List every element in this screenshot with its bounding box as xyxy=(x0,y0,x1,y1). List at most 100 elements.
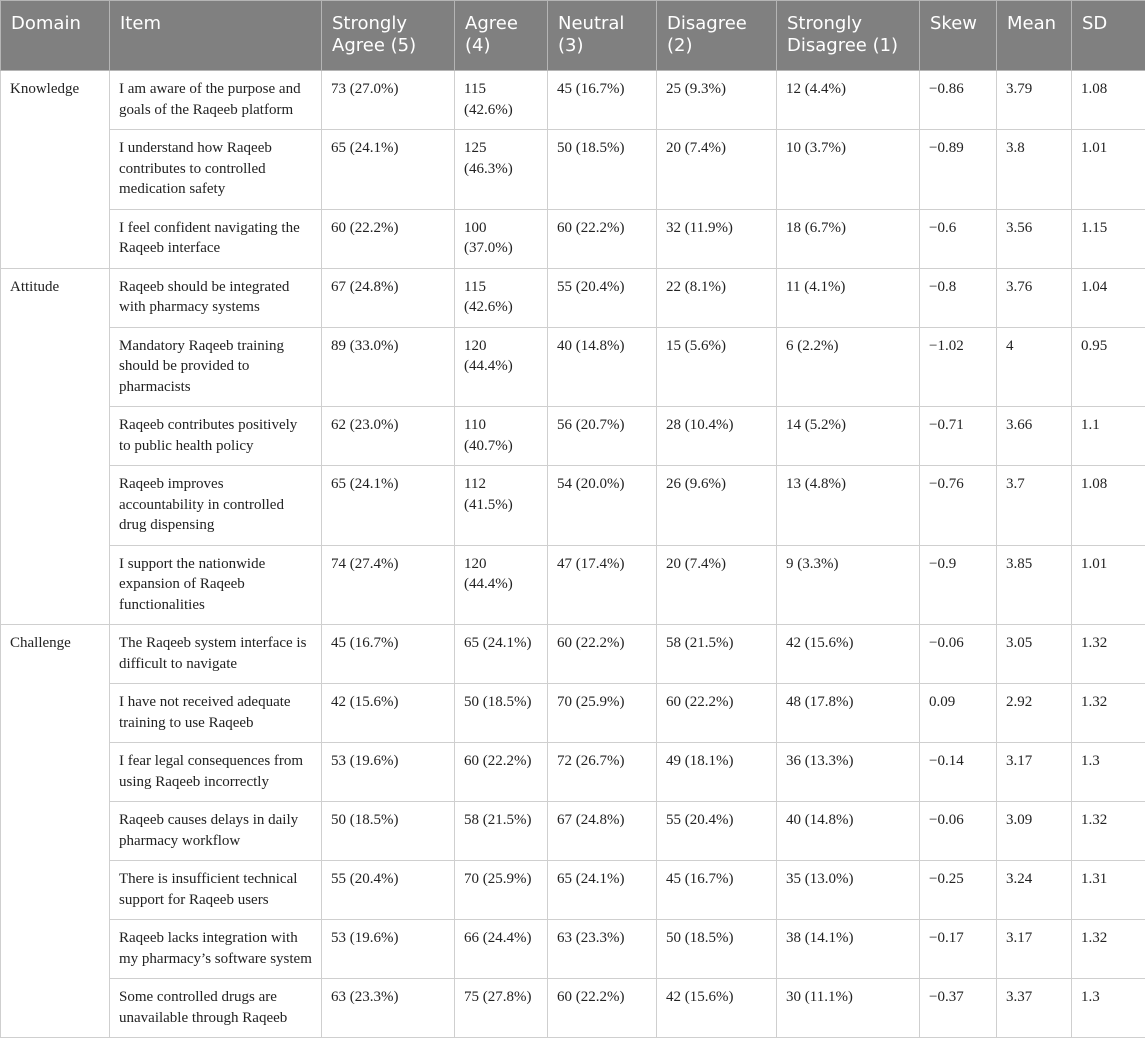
value-cell: 55 (20.4%) xyxy=(547,267,657,328)
value-cell: 26 (9.6%) xyxy=(656,465,777,546)
value-cell: −0.89 xyxy=(919,129,997,210)
domain-cell: Attitude xyxy=(0,267,110,625)
value-cell: 112 (41.5%) xyxy=(454,465,548,546)
value-cell: 1.01 xyxy=(1071,544,1145,625)
value-cell: −0.6 xyxy=(919,208,997,269)
table-row: Raqeeb lacks integration with my pharmac… xyxy=(1,919,1145,979)
value-cell: 1.08 xyxy=(1071,465,1145,546)
value-cell: −0.17 xyxy=(919,919,997,979)
value-cell: 73 (27.0%) xyxy=(321,70,455,130)
table-row: Raqeeb causes delays in daily pharmacy w… xyxy=(1,801,1145,861)
domain-cell: Challenge xyxy=(0,624,110,1038)
item-cell: Raqeeb causes delays in daily pharmacy w… xyxy=(109,801,322,861)
value-cell: 100 (37.0%) xyxy=(454,208,548,269)
value-cell: 1.08 xyxy=(1071,70,1145,130)
value-cell: 60 (22.2%) xyxy=(547,624,657,684)
table-row: Raqeeb improves accountability in contro… xyxy=(1,465,1145,546)
value-cell: 1.3 xyxy=(1071,978,1145,1038)
value-cell: 60 (22.2%) xyxy=(547,978,657,1038)
value-cell: 0.95 xyxy=(1071,326,1145,407)
value-cell: 6 (2.2%) xyxy=(776,326,920,407)
value-cell: 20 (7.4%) xyxy=(656,129,777,210)
value-cell: 30 (11.1%) xyxy=(776,978,920,1038)
item-cell: I fear legal consequences from using Raq… xyxy=(109,742,322,802)
value-cell: 125 (46.3%) xyxy=(454,129,548,210)
item-cell: I understand how Raqeeb contributes to c… xyxy=(109,129,322,210)
value-cell: 1.15 xyxy=(1071,208,1145,269)
value-cell: 45 (16.7%) xyxy=(547,70,657,130)
table-row: I fear legal consequences from using Raq… xyxy=(1,742,1145,802)
value-cell: 42 (15.6%) xyxy=(776,624,920,684)
table-row: Knowledge I am aware of the purpose and g… xyxy=(0,70,1145,269)
value-cell: 3.66 xyxy=(996,406,1072,466)
value-cell: −0.14 xyxy=(919,742,997,802)
value-cell: 1.32 xyxy=(1071,801,1145,861)
value-cell: 20 (7.4%) xyxy=(656,544,777,625)
value-cell: 120 (44.4%) xyxy=(454,544,548,625)
value-cell: 1.3 xyxy=(1071,742,1145,802)
item-cell: I support the nationwide expansion of Ra… xyxy=(109,544,322,625)
header-cell: Agree (4) xyxy=(454,0,548,71)
header-cell: Mean xyxy=(996,0,1072,71)
value-cell: 53 (19.6%) xyxy=(321,919,455,979)
value-cell: 74 (27.4%) xyxy=(321,544,455,625)
value-cell: 70 (25.9%) xyxy=(547,683,657,743)
value-cell: 120 (44.4%) xyxy=(454,326,548,407)
item-cell: Raqeeb should be integrated with pharmac… xyxy=(109,267,322,328)
table-row: I support the nationwide expansion of Ra… xyxy=(1,544,1145,625)
table-row: I understand how Raqeeb contributes to c… xyxy=(1,129,1145,210)
value-cell: 3.56 xyxy=(996,208,1072,269)
value-cell: 65 (24.1%) xyxy=(547,860,657,920)
header-cell: Item xyxy=(109,0,322,71)
value-cell: 67 (24.8%) xyxy=(321,267,455,328)
value-cell: 1.32 xyxy=(1071,624,1145,684)
item-cell: I have not received adequate training to… xyxy=(109,683,322,743)
value-cell: 35 (13.0%) xyxy=(776,860,920,920)
value-cell: 11 (4.1%) xyxy=(776,267,920,328)
value-cell: 18 (6.7%) xyxy=(776,208,920,269)
value-cell: 3.05 xyxy=(996,624,1072,684)
item-cell: Some controlled drugs are unavailable th… xyxy=(109,978,322,1038)
item-cell: Raqeeb improves accountability in contro… xyxy=(109,465,322,546)
value-cell: 50 (18.5%) xyxy=(454,683,548,743)
table-row: Challenge The Raqeeb system interface is … xyxy=(0,624,1145,1038)
value-cell: 55 (20.4%) xyxy=(321,860,455,920)
value-cell: 3.09 xyxy=(996,801,1072,861)
header-cell: SD xyxy=(1071,0,1145,71)
item-cell: Raqeeb contributes positively to public … xyxy=(109,406,322,466)
value-cell: −0.86 xyxy=(919,70,997,130)
value-cell: 58 (21.5%) xyxy=(454,801,548,861)
item-cell: Mandatory Raqeeb training should be prov… xyxy=(109,326,322,407)
value-cell: 15 (5.6%) xyxy=(656,326,777,407)
value-cell: 40 (14.8%) xyxy=(776,801,920,861)
value-cell: 54 (20.0%) xyxy=(547,465,657,546)
value-cell: 12 (4.4%) xyxy=(776,70,920,130)
value-cell: −0.06 xyxy=(919,801,997,861)
value-cell: 9 (3.3%) xyxy=(776,544,920,625)
header-cell: Disagree (2) xyxy=(656,0,777,71)
value-cell: 45 (16.7%) xyxy=(656,860,777,920)
value-cell: 22 (8.1%) xyxy=(656,267,777,328)
domain-cell: Knowledge xyxy=(0,70,110,269)
value-cell: 3.85 xyxy=(996,544,1072,625)
value-cell: 63 (23.3%) xyxy=(321,978,455,1038)
value-cell: 58 (21.5%) xyxy=(656,624,777,684)
value-cell: 50 (18.5%) xyxy=(656,919,777,979)
value-cell: −0.76 xyxy=(919,465,997,546)
value-cell: 3.8 xyxy=(996,129,1072,210)
value-cell: 42 (15.6%) xyxy=(656,978,777,1038)
value-cell: 70 (25.9%) xyxy=(454,860,548,920)
value-cell: 65 (24.1%) xyxy=(321,465,455,546)
value-cell: 50 (18.5%) xyxy=(321,801,455,861)
table-row: I feel confident navigating the Raqeeb i… xyxy=(1,208,1145,269)
value-cell: 32 (11.9%) xyxy=(656,208,777,269)
value-cell: 49 (18.1%) xyxy=(656,742,777,802)
value-cell: 67 (24.8%) xyxy=(547,801,657,861)
value-cell: 1.32 xyxy=(1071,919,1145,979)
value-cell: 50 (18.5%) xyxy=(547,129,657,210)
value-cell: 60 (22.2%) xyxy=(321,208,455,269)
value-cell: 72 (26.7%) xyxy=(547,742,657,802)
value-cell: 25 (9.3%) xyxy=(656,70,777,130)
value-cell: 42 (15.6%) xyxy=(321,683,455,743)
